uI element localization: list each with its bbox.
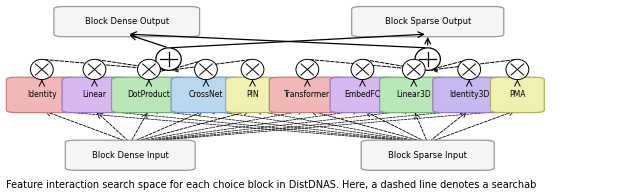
FancyBboxPatch shape: [111, 77, 186, 113]
Ellipse shape: [195, 59, 218, 80]
Ellipse shape: [415, 48, 440, 70]
Ellipse shape: [458, 59, 481, 80]
FancyBboxPatch shape: [490, 77, 544, 113]
Ellipse shape: [241, 59, 264, 80]
FancyBboxPatch shape: [6, 77, 77, 113]
Ellipse shape: [403, 59, 425, 80]
Text: Identity3D: Identity3D: [449, 90, 490, 99]
FancyBboxPatch shape: [351, 6, 504, 37]
FancyBboxPatch shape: [54, 6, 200, 37]
FancyBboxPatch shape: [65, 140, 195, 170]
Text: Identity: Identity: [27, 90, 57, 99]
FancyBboxPatch shape: [269, 77, 346, 113]
Text: Feature interaction search space for each choice block in DistDNAS. Here, a dash: Feature interaction search space for eac…: [6, 180, 537, 190]
FancyBboxPatch shape: [330, 77, 395, 113]
Text: PMA: PMA: [509, 90, 525, 99]
Text: Transformer: Transformer: [284, 90, 330, 99]
Text: Block Dense Input: Block Dense Input: [92, 151, 168, 160]
Ellipse shape: [83, 59, 106, 80]
Text: Block Dense Output: Block Dense Output: [84, 17, 169, 26]
Text: Block Sparse Output: Block Sparse Output: [385, 17, 471, 26]
Text: PIN: PIN: [246, 90, 259, 99]
Ellipse shape: [506, 59, 529, 80]
FancyBboxPatch shape: [433, 77, 506, 113]
Ellipse shape: [31, 59, 53, 80]
FancyBboxPatch shape: [361, 140, 494, 170]
FancyBboxPatch shape: [380, 77, 448, 113]
Ellipse shape: [138, 59, 161, 80]
Text: CrossNet: CrossNet: [189, 90, 223, 99]
Text: Linear: Linear: [83, 90, 106, 99]
FancyBboxPatch shape: [171, 77, 241, 113]
Text: Block Sparse Input: Block Sparse Input: [388, 151, 467, 160]
Ellipse shape: [156, 48, 181, 70]
FancyBboxPatch shape: [62, 77, 127, 113]
Ellipse shape: [296, 59, 319, 80]
Text: DotProduct: DotProduct: [127, 90, 170, 99]
Ellipse shape: [351, 59, 374, 80]
FancyBboxPatch shape: [225, 77, 280, 113]
Text: EmbedFC: EmbedFC: [344, 90, 381, 99]
Text: Linear3D: Linear3D: [396, 90, 431, 99]
